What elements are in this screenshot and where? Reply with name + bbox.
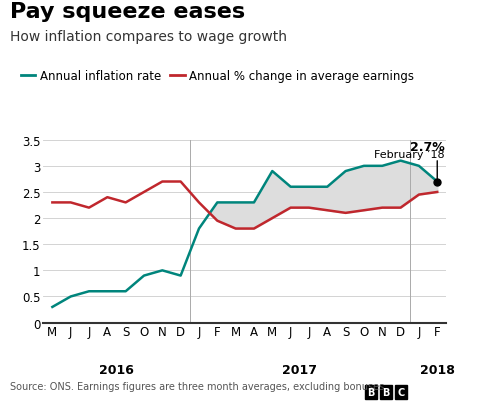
Text: B: B xyxy=(382,387,390,397)
Text: Source: ONS. Earnings figures are three month averages, excluding bonuses: Source: ONS. Earnings figures are three … xyxy=(10,381,384,391)
Text: February ’18: February ’18 xyxy=(374,149,444,159)
Text: 2018: 2018 xyxy=(420,363,455,377)
Text: 2016: 2016 xyxy=(99,363,134,377)
Text: Pay squeeze eases: Pay squeeze eases xyxy=(10,2,245,22)
Legend: Annual inflation rate, Annual % change in average earnings: Annual inflation rate, Annual % change i… xyxy=(21,70,414,83)
Text: B: B xyxy=(367,387,375,397)
Text: 2.7%: 2.7% xyxy=(410,140,444,153)
Text: 2017: 2017 xyxy=(282,363,317,377)
Text: How inflation compares to wage growth: How inflation compares to wage growth xyxy=(10,30,287,44)
Text: C: C xyxy=(397,387,404,397)
